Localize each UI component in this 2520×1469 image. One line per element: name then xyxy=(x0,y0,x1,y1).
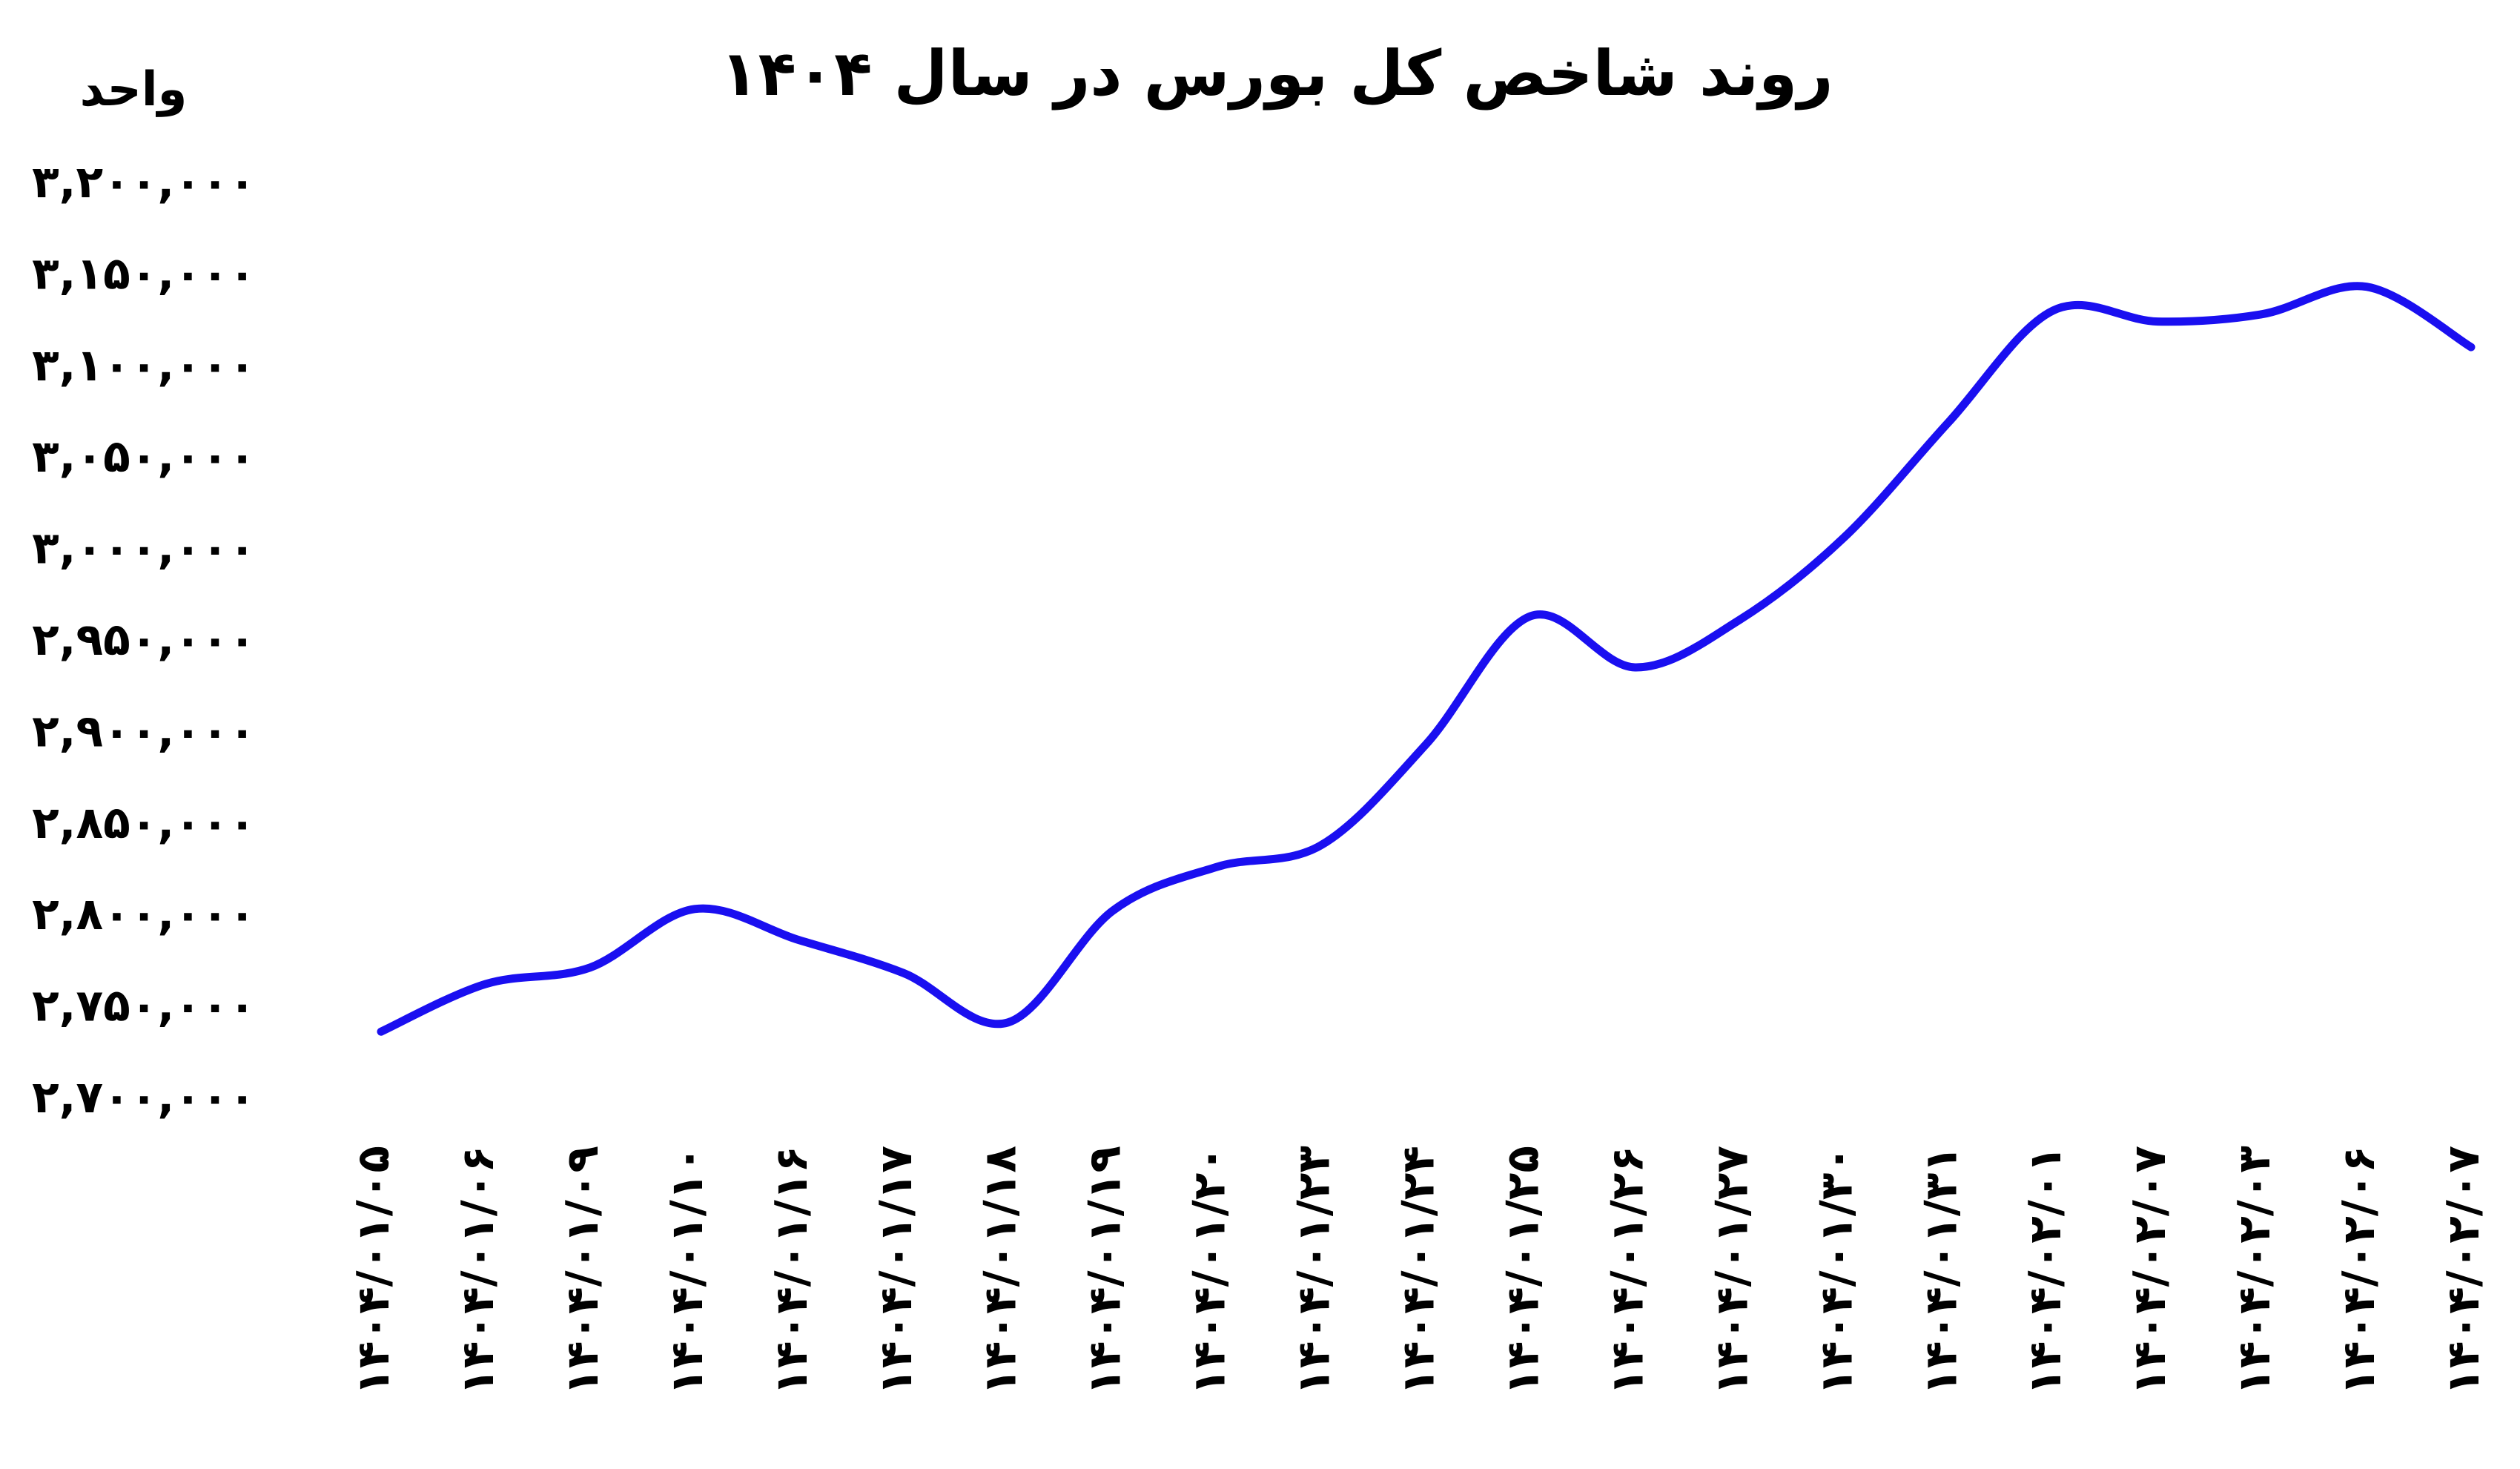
data-point xyxy=(1944,417,1953,426)
y-axis-tick-labels: ۳,۲۰۰,۰۰۰ ۳,۱۵۰,۰۰۰ ۳,۱۰۰,۰۰۰ ۳,۰۵۰,۰۰۰ ۳,۰۰… xyxy=(32,156,256,1123)
data-point xyxy=(1735,615,1744,624)
y-tick-label: ۲,۸۵۰,۰۰۰ xyxy=(32,797,256,849)
x-tick-label: ۱۴۰۴/۰۱/۲۳ xyxy=(1289,1146,1340,1396)
data-point xyxy=(690,905,699,914)
x-tick-label: ۱۴۰۴/۰۱/۲۴ xyxy=(1393,1146,1445,1396)
x-tick-label: ۱۴۰۴/۰۱/۲۷ xyxy=(1706,1146,1758,1396)
x-tick-label: ۱۴۰۴/۰۱/۱۹ xyxy=(1079,1146,1131,1396)
x-tick-label: ۱۴۰۴/۰۱/۳۱ xyxy=(1915,1146,1967,1396)
data-point xyxy=(1422,740,1431,749)
chart-title: روند شاخص کل بورس در سال ۱۴۰۴ xyxy=(720,37,1833,110)
data-point xyxy=(2258,310,2266,319)
x-tick-label: ۱۴۰۴/۰۱/۲۵ xyxy=(1497,1146,1549,1396)
x-tick-label: ۱۴۰۴/۰۱/۳۰ xyxy=(1810,1146,1862,1396)
y-tick-label: ۲,۹۰۰,۰۰۰ xyxy=(32,705,256,757)
data-point xyxy=(2362,283,2371,291)
y-tick-label: ۲,۸۰۰,۰۰۰ xyxy=(32,888,256,940)
x-tick-label: ۱۴۰۴/۰۱/۰۶ xyxy=(452,1146,504,1396)
data-point xyxy=(377,1027,386,1036)
x-axis-tick-labels: ۱۴۰۴/۰۱/۰۵ ۱۴۰۴/۰۱/۰۶ ۱۴۰۴/۰۱/۰۹ ۱۴۰۴/۰۱/۱۰… xyxy=(348,1146,2490,1396)
y-tick-label: ۲,۷۰۰,۰۰۰ xyxy=(32,1072,256,1123)
x-tick-label: ۱۴۰۴/۰۲/۰۷ xyxy=(2438,1146,2490,1396)
y-tick-label: ۲,۷۵۰,۰۰۰ xyxy=(32,980,256,1032)
data-point xyxy=(1004,1018,1013,1027)
y-tick-label: ۳,۲۰۰,۰۰۰ xyxy=(32,156,256,208)
data-point xyxy=(481,980,490,988)
data-point xyxy=(1630,663,1639,672)
x-tick-label: ۱۴۰۴/۰۲/۰۷ xyxy=(2124,1146,2176,1396)
y-tick-label: ۳,۰۰۰,۰۰۰ xyxy=(32,523,256,575)
x-tick-label: ۱۴۰۴/۰۲/۰۶ xyxy=(2333,1146,2385,1396)
y-axis-unit-label: واحد xyxy=(80,62,188,117)
y-tick-label: ۳,۱۵۰,۰۰۰ xyxy=(32,248,256,300)
x-tick-label: ۱۴۰۴/۰۱/۱۰ xyxy=(661,1146,713,1396)
data-point xyxy=(2153,317,2162,326)
data-point xyxy=(586,963,595,972)
data-point xyxy=(795,936,804,945)
y-tick-label: ۲,۹۵۰,۰۰۰ xyxy=(32,614,256,666)
data-point xyxy=(1108,906,1117,915)
x-tick-label: ۱۴۰۴/۰۲/۰۱ xyxy=(2020,1146,2071,1396)
x-tick-label: ۱۴۰۴/۰۱/۱۸ xyxy=(975,1146,1027,1396)
x-tick-label: ۱۴۰۴/۰۱/۱۶ xyxy=(766,1146,818,1396)
series-line xyxy=(377,282,2476,1036)
data-point xyxy=(2467,343,2476,351)
y-tick-label: ۳,۱۰۰,۰۰۰ xyxy=(32,340,256,392)
data-point xyxy=(1839,533,1848,542)
data-point xyxy=(899,968,908,977)
x-tick-label: ۱۴۰۴/۰۱/۲۶ xyxy=(1601,1146,1653,1396)
series-layer xyxy=(377,282,2476,1036)
data-point xyxy=(1213,862,1222,871)
y-tick-label: ۳,۰۵۰,۰۰۰ xyxy=(32,431,256,483)
data-point xyxy=(1526,612,1535,621)
x-tick-label: ۱۴۰۴/۰۱/۰۹ xyxy=(557,1146,609,1396)
x-tick-label: ۱۴۰۴/۰۱/۲۰ xyxy=(1184,1146,1236,1396)
data-point xyxy=(2048,306,2057,315)
x-tick-label: ۱۴۰۴/۰۱/۰۵ xyxy=(348,1146,400,1396)
x-tick-label: ۱۴۰۴/۰۱/۱۷ xyxy=(870,1146,922,1396)
x-tick-label: ۱۴۰۴/۰۲/۰۳ xyxy=(2229,1146,2281,1396)
data-point xyxy=(1317,840,1326,849)
